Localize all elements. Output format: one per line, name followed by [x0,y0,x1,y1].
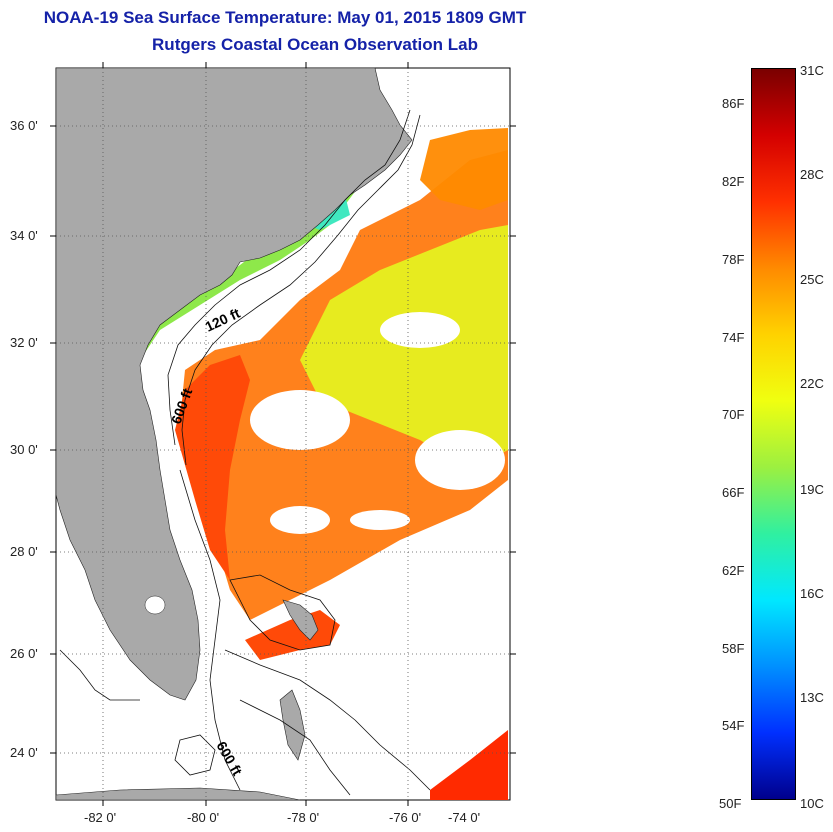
cloud-gap [380,312,460,348]
lon-label-82: -82 0' [84,810,117,825]
frame-ticks [50,62,516,806]
cloud-gap [270,506,330,534]
sst-patch-bahamas [245,610,340,660]
cbar-c-28: 28C [800,167,824,182]
cbar-c-10: 10C [800,796,824,811]
lat-label-30: 30 0' [10,442,38,457]
cbar-f-54: 54F [722,718,745,733]
land-bahamas [279,599,319,761]
cbar-f-86: 86F [722,96,745,111]
cbar-c-13: 13C [800,690,824,705]
cloud-gap [350,510,410,530]
sst-swath-north [420,128,508,210]
land-cuba [55,787,301,801]
cbar-f-62: 62F [722,563,745,578]
map-title: NOAA-19 Sea Surface Temperature: May 01,… [43,8,527,27]
cbar-f-74: 74F [722,330,745,345]
map-subtitle: Rutgers Coastal Ocean Observation Lab [152,35,478,54]
sst-swath-yellow [300,225,508,470]
lat-label-36: 36 0' [10,118,38,133]
cloud-gap [415,430,505,490]
lon-label-80: -80 0' [187,810,220,825]
cbar-f-70: 70F [722,407,745,422]
cbar-c-22: 22C [800,376,824,391]
lat-label-28: 28 0' [10,544,38,559]
bathymetry-contours [59,109,431,796]
cloud-gap [250,390,350,450]
lat-label-34: 34 0' [10,228,38,243]
lon-label-74: -74 0' [448,810,481,825]
cbar-f-50: 50F [719,796,742,811]
cbar-c-19: 19C [800,482,824,497]
lat-label-26: 26 0' [10,646,38,661]
colorbar [751,68,797,801]
land-north-america [55,67,413,701]
sst-gulf-stream [175,355,250,580]
colorbar-gradient [751,68,796,800]
cbar-f-66: 66F [722,485,745,500]
lat-label-24: 24 0' [10,745,38,760]
lon-label-76: -76 0' [389,810,422,825]
cbar-f-78: 78F [722,252,745,267]
cbar-c-16: 16C [800,586,824,601]
sst-patch-southeast [430,730,508,800]
lon-label-78: -78 0' [287,810,320,825]
cbar-f-82: 82F [722,174,745,189]
cbar-c-25: 25C [800,272,824,287]
cbar-c-31: 31C [800,63,824,78]
lat-label-32: 32 0' [10,335,38,350]
cbar-f-58: 58F [722,641,745,656]
lake-okeechobee [144,595,166,615]
